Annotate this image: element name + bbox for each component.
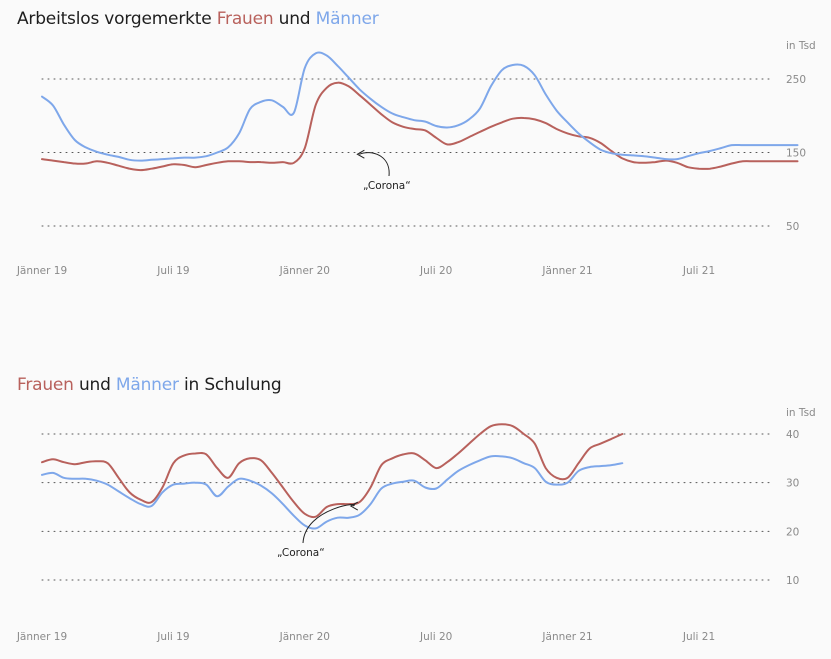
series-line-frauen <box>41 81 799 172</box>
y-tick-label: 10 <box>786 575 799 587</box>
x-tick-label: Jänner 19 <box>16 265 67 277</box>
y-tick-label: 150 <box>786 148 806 160</box>
chart-2-title-men: Männer <box>115 375 179 395</box>
x-tick-label: Jänner 21 <box>541 265 592 277</box>
x-tick-label: Jänner 21 <box>541 631 592 643</box>
y-tick-label: 20 <box>786 526 799 538</box>
x-tick-label: Juli 21 <box>682 265 715 277</box>
chart-1-title: Arbeitslos vorgemerkte Frauen und Männer <box>17 9 379 29</box>
x-tick-label: Juli 20 <box>419 631 452 643</box>
x-tick-label: Juli 21 <box>682 631 715 643</box>
y-tick-label: 30 <box>786 478 799 490</box>
chart-2-title-part-4: in Schulung <box>178 375 282 395</box>
annotation-arrow <box>302 504 355 544</box>
unit-label: in Tsd <box>786 407 816 419</box>
series-line-frauen <box>41 423 624 519</box>
y-tick-label: 50 <box>786 221 799 233</box>
chart-2-plot: 10 20 30 40 in Tsd Jänner 19 Juli 19 Jänner 20 J… <box>16 407 816 643</box>
x-tick-label: Juli 20 <box>419 265 452 277</box>
x-tick-label: Juli 19 <box>156 265 189 277</box>
series-line-maenner <box>41 455 624 530</box>
chart-2-title-part-2: und <box>73 375 116 395</box>
unit-label: in Tsd <box>786 40 816 52</box>
x-tick-label: Jänner 19 <box>16 631 67 643</box>
x-tick-label: Jänner 20 <box>279 265 330 277</box>
chart-1-title-men: Männer <box>315 9 379 29</box>
chart-1-plot: 50 150 250 in Tsd Jänner 19 Juli 19 Jänner 20 J… <box>16 40 816 277</box>
chart-2-title: Frauen und Männer in Schulung <box>17 375 282 395</box>
y-tick-label: 250 <box>786 74 806 86</box>
x-tick-label: Juli 19 <box>156 631 189 643</box>
chart-1-title-women: Frauen <box>216 9 274 29</box>
annotation-label: „Corona“ <box>277 547 325 559</box>
series-line-maenner <box>41 51 799 162</box>
y-tick-label: 40 <box>786 429 799 441</box>
annotation-arrowhead <box>356 149 365 159</box>
chart-1-title-part-1: Arbeitslos vorgemerkte <box>17 9 217 29</box>
annotation-arrow <box>359 152 390 177</box>
x-tick-label: Jänner 20 <box>279 631 330 643</box>
annotation-arrowhead <box>349 501 359 511</box>
chart-1-title-part-3: und <box>273 9 316 29</box>
annotation-label: „Corona“ <box>363 180 411 192</box>
chart-2-title-women: Frauen <box>17 375 74 395</box>
